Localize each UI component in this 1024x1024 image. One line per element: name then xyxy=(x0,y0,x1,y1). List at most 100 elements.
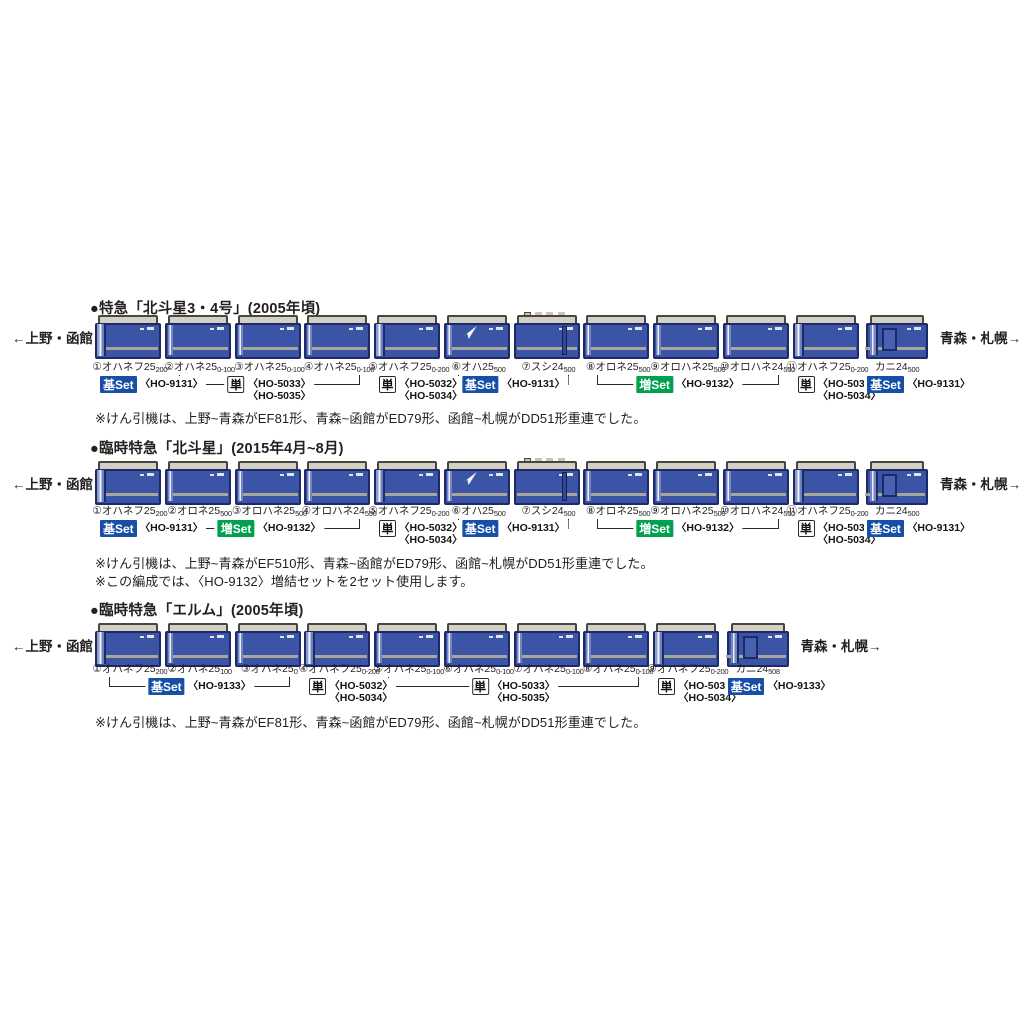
luggage-panel xyxy=(882,328,898,351)
product-codes: 〈HO-5033〉 〈HO-5035〉 xyxy=(492,678,556,704)
product-codes: 〈HO-5032〉 〈HO-5034〉 xyxy=(399,376,463,402)
car-end-door xyxy=(97,324,106,356)
product-code: 〈HO-5032〉 xyxy=(329,680,393,692)
add-set-badge: 増Set xyxy=(636,520,673,537)
train-car-illustration xyxy=(304,623,371,667)
car-number: ⑪ xyxy=(786,361,797,373)
set-assignment: 基Set 〈HO-9133〉 xyxy=(724,678,835,695)
set-assignment: 単〈HO-5033〉 〈HO-5035〉 xyxy=(468,678,559,704)
car-window xyxy=(558,328,563,330)
car-type-name: オハネ25 xyxy=(176,663,221,675)
car-side-stripe xyxy=(98,347,158,350)
car-series-number: 500 xyxy=(493,509,506,518)
car-side-stripe xyxy=(586,655,647,658)
car-number: ② xyxy=(164,361,174,373)
car-door xyxy=(586,325,592,355)
dining-car-pillar xyxy=(561,472,567,501)
car-side-stripe xyxy=(446,655,507,658)
car-window xyxy=(907,474,912,476)
car-label: ①オハネフ25200 xyxy=(83,359,177,374)
train-car-illustration xyxy=(164,315,231,359)
car-window xyxy=(565,327,573,330)
car-number: ① xyxy=(92,663,102,675)
luggage-panel xyxy=(742,636,758,659)
car-series-number: 0-100 xyxy=(426,667,445,676)
car-door xyxy=(307,471,313,501)
car-label: ⑦スシ24500 xyxy=(502,359,596,374)
set-assignment: 基Set 〈HO-9133〉 xyxy=(144,678,255,695)
car-window xyxy=(705,473,712,476)
set-assignment: 基Set 〈HO-9131〉 xyxy=(864,376,974,393)
car-label: ⑥オハ25500 xyxy=(432,359,526,374)
car-side-stripe xyxy=(586,493,647,496)
car-type-name: オハネフ25 xyxy=(796,361,851,373)
car-label: ⑥オハネ250-100 xyxy=(432,661,526,676)
car-label: カニ24500 xyxy=(850,503,944,518)
train-car-illustration xyxy=(374,315,440,359)
product-code: 〈HO-9133〉 xyxy=(187,680,252,692)
car-side-stripe xyxy=(516,493,577,496)
car-side-stripe xyxy=(516,655,577,658)
car-end-door xyxy=(97,632,106,664)
train-car-illustration xyxy=(583,315,650,359)
car-series-number: 200 xyxy=(155,667,168,676)
car-number: ⑤ xyxy=(368,361,378,373)
train-car-illustration xyxy=(234,623,301,667)
product-code: 〈HO-5034〉 xyxy=(399,389,463,402)
add-set-badge: 増Set xyxy=(217,520,255,537)
note-text: ※この編成では、〈HO-9132〉増結セットを2セット使用します。 xyxy=(95,573,474,589)
car-type-name: オロハネ25 xyxy=(241,505,296,517)
train-car-illustration xyxy=(374,461,440,505)
car-end-door xyxy=(376,470,385,502)
car-series-number: 500 xyxy=(907,365,920,374)
train-car-illustration xyxy=(722,461,789,505)
car-series-number: 500 xyxy=(713,365,726,374)
car-window xyxy=(488,636,493,638)
set-assignment: 基Set 〈HO-9131〉 xyxy=(97,376,207,393)
set-assignment: 増Set 〈HO-9132〉 xyxy=(633,376,743,393)
car-series-number: 508 xyxy=(768,667,780,676)
single-car-badge: 単 xyxy=(379,520,396,537)
car-series-number: 0-200 xyxy=(850,365,869,374)
car-series-number: 0-200 xyxy=(361,667,380,676)
train-car-illustration xyxy=(583,623,650,667)
car-series-number: 500 xyxy=(220,509,232,518)
terminal-label-left: ←上野・函館 xyxy=(12,477,93,492)
car-window xyxy=(216,473,224,476)
car-side-stripe xyxy=(586,347,647,350)
car-window xyxy=(565,473,573,476)
car-series-number: 0-100 xyxy=(565,667,584,676)
train-car-illustration xyxy=(653,315,719,359)
car-window xyxy=(279,328,284,330)
car-window xyxy=(837,474,842,476)
section-title: ●臨時特急「北斗星」(2015年4月~8月) xyxy=(90,441,344,457)
car-number: ⑦ xyxy=(513,663,523,675)
product-code: 〈HO-9132〉 xyxy=(257,522,322,534)
car-number: ⑥ xyxy=(443,663,453,675)
car-window xyxy=(147,635,154,638)
car-window xyxy=(209,328,214,330)
train-car-illustration xyxy=(792,315,859,359)
car-window xyxy=(349,636,354,638)
car-number: ② xyxy=(167,505,177,517)
car-type-name: カニ24 xyxy=(874,505,908,517)
car-type-name: オハネフ25 xyxy=(796,505,851,517)
terminal-label-left: ←上野・函館 xyxy=(12,331,93,346)
set-assignment: 基Set 〈HO-9131〉 xyxy=(97,520,207,537)
car-window xyxy=(705,635,712,638)
car-side-stripe xyxy=(307,655,368,658)
car-series-number: 500 xyxy=(638,509,651,518)
car-door xyxy=(237,633,243,663)
car-door xyxy=(586,633,592,663)
product-codes: 〈HO-5032〉 〈HO-5034〉 xyxy=(399,520,463,546)
car-number: ⑤ xyxy=(373,663,384,675)
car-side-stripe xyxy=(516,347,577,350)
car-window xyxy=(356,635,364,638)
car-label: ①オハネフ25200 xyxy=(83,503,177,518)
train-car-illustration xyxy=(95,623,161,667)
product-code: 〈HO-9132〉 xyxy=(675,522,740,534)
car-type-name: オハネフ25 xyxy=(101,663,156,675)
car-series-number: 0-200 xyxy=(710,667,729,676)
car-series-number: 200 xyxy=(155,509,168,518)
car-series-number: 0-100 xyxy=(286,365,305,374)
